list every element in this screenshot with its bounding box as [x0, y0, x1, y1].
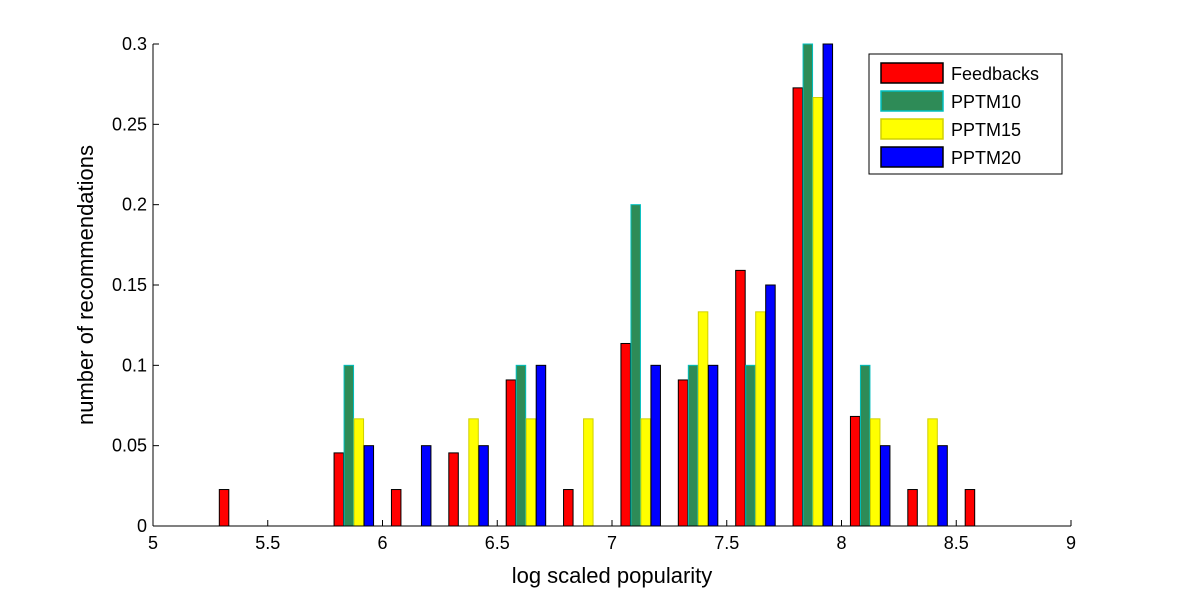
- y-tick-label: 0.05: [112, 436, 147, 456]
- bar-feedbacks-3: [333, 452, 345, 527]
- bar-pptm20-3: [363, 445, 375, 527]
- bar-feedbacks-1: [218, 489, 230, 527]
- bar-pptm20-9: [707, 364, 719, 527]
- bar-feedbacks-11: [792, 87, 804, 527]
- legend-label-pptm10: PPTM10: [951, 92, 1021, 112]
- x-tick-label: 6: [377, 533, 387, 553]
- legend-label-pptm20: PPTM20: [951, 148, 1021, 168]
- legend-swatch-pptm15: [880, 118, 944, 140]
- x-tick-label: 8: [836, 533, 846, 553]
- bar-pptm10-12: [859, 364, 871, 527]
- y-tick-label: 0.15: [112, 275, 147, 295]
- bar-pptm15-11: [812, 97, 824, 527]
- bar-pptm10-8: [630, 204, 641, 527]
- x-tick-label: 8.5: [944, 533, 969, 553]
- x-tick-label: 6.5: [485, 533, 510, 553]
- bar-pptm20-13: [937, 445, 948, 527]
- bar-pptm10-10: [745, 364, 756, 527]
- bar-pptm20-8: [650, 364, 661, 527]
- bar-pptm15-8: [640, 418, 651, 527]
- bar-feedbacks-5: [448, 452, 459, 527]
- bar-pptm15-12: [869, 418, 881, 527]
- bar-pptm20-5: [478, 445, 489, 527]
- bar-pptm20-4: [420, 445, 432, 527]
- bar-feedbacks-9: [677, 379, 689, 527]
- x-tick-label: 7.5: [714, 533, 739, 553]
- bar-feedbacks-7: [563, 489, 574, 527]
- x-tick-label: 5.5: [255, 533, 280, 553]
- bar-pptm20-6: [535, 364, 547, 527]
- y-tick-label: 0.25: [112, 114, 147, 134]
- bar-pptm15-7: [583, 418, 594, 527]
- bar-pptm20-11: [822, 43, 834, 527]
- bar-feedbacks-8: [620, 342, 631, 527]
- y-tick-label: 0.2: [122, 195, 147, 215]
- bar-feedbacks-13: [907, 489, 918, 527]
- y-tick-label: 0: [137, 516, 147, 536]
- x-tick-label: 7: [607, 533, 617, 553]
- bar-feedbacks-12: [849, 415, 861, 527]
- bar-pptm15-13: [927, 418, 938, 527]
- x-axis-title: log scaled popularity: [512, 563, 713, 588]
- bar-pptm15-9: [697, 311, 709, 527]
- x-tick-label: 5: [148, 533, 158, 553]
- bar-pptm15-5: [468, 418, 479, 527]
- bar-pptm15-6: [525, 418, 537, 527]
- bar-pptm20-10: [765, 284, 776, 527]
- bar-pptm15-10: [755, 311, 766, 527]
- bar-feedbacks-6: [505, 379, 517, 527]
- bar-pptm10-6: [515, 364, 527, 527]
- bar-pptm20-12: [879, 445, 891, 527]
- bar-pptm15-3: [353, 418, 365, 527]
- legend: Feedbacks PPTM10 PPTM15 PPTM20: [868, 53, 1063, 175]
- legend-swatch-pptm20: [880, 146, 944, 168]
- bar-pptm10-3: [343, 364, 355, 527]
- x-tick-label: 9: [1066, 533, 1076, 553]
- bar-feedbacks-4: [390, 489, 402, 527]
- bar-pptm10-9: [687, 364, 699, 527]
- axes-group: 5 5.5 6 6.5 7 7.5 8 8.5 9 0 0.05 0.1 0.15 0.2 0.25 0.3: [112, 34, 1076, 553]
- legend-swatch-pptm10: [880, 90, 944, 112]
- y-tick-label: 0.1: [122, 355, 147, 375]
- y-axis-title: number of recommendations: [73, 145, 98, 425]
- y-tick-label: 0.3: [122, 34, 147, 54]
- legend-label-pptm15: PPTM15: [951, 120, 1021, 140]
- bar-feedbacks-10: [735, 269, 746, 527]
- bar-feedbacks-14: [964, 489, 976, 527]
- legend-label-feedbacks: Feedbacks: [951, 64, 1039, 84]
- legend-swatch-feedbacks: [880, 62, 944, 84]
- bar-pptm10-11: [802, 43, 814, 527]
